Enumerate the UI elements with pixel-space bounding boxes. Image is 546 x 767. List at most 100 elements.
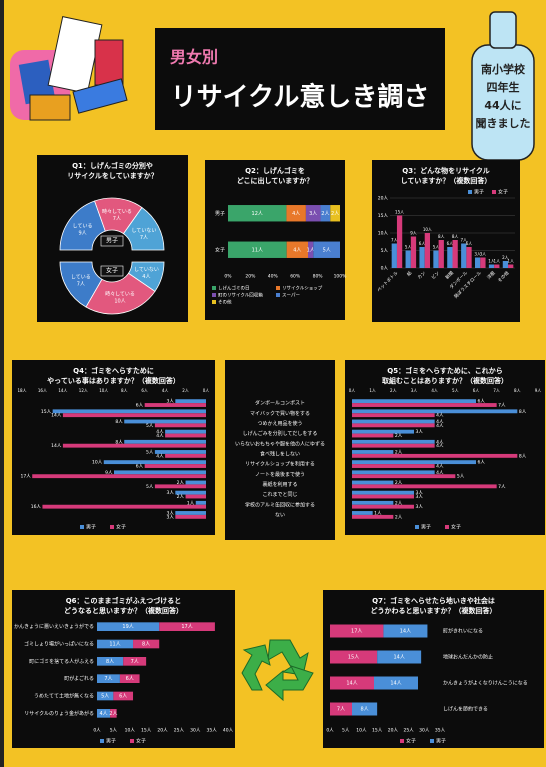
- bar-segment: [159, 622, 215, 631]
- category-label: かんきょうがよくなりけんこうになる: [443, 680, 528, 687]
- item-panel: [225, 360, 335, 540]
- value-label: 15人: [348, 655, 359, 661]
- x-tick-label: カン: [417, 270, 428, 281]
- legend-label: 町のリサイクル回収箱: [218, 292, 263, 299]
- bar-segment: [330, 676, 374, 690]
- value-label: 16人: [31, 504, 42, 510]
- value-label: 4人: [292, 211, 300, 217]
- value-label: 3人: [166, 490, 174, 496]
- bar-segment: [133, 639, 160, 649]
- legend-swatch: [100, 739, 104, 743]
- legend-swatch: [110, 525, 114, 529]
- x-tick-label: 10人: [125, 728, 136, 734]
- value-label: 8人: [438, 234, 445, 239]
- value-label: 7人: [460, 238, 467, 243]
- legend-swatch: [276, 293, 280, 297]
- x-tick-label: 4人: [162, 388, 169, 393]
- edge: [0, 0, 4, 767]
- x-tick-label: 100%: [334, 274, 348, 280]
- bar-segment: [352, 702, 378, 716]
- x-tick-label: 20%: [245, 274, 256, 280]
- value-label: 3人: [416, 504, 424, 510]
- y-tick-label: 0人: [381, 266, 389, 272]
- value-label: 17人: [181, 624, 192, 630]
- value-label: 15人: [395, 210, 404, 215]
- value-label: 7人: [113, 216, 121, 222]
- value-label: 5人: [146, 449, 154, 455]
- value-label: 10人: [92, 460, 103, 466]
- x-tick-label: 35人: [435, 728, 446, 734]
- x-tick-label: 9人: [535, 388, 542, 393]
- x-tick-label: 20人: [388, 728, 399, 734]
- legend-swatch: [430, 739, 434, 743]
- chart-title: Q3：どんな物をリサイクル: [402, 166, 489, 175]
- y-tick-label: 20人: [378, 196, 389, 202]
- x-tick-label: 60%: [290, 274, 301, 280]
- bar: [352, 419, 435, 424]
- bar-segment: [313, 241, 340, 258]
- item-label: 食べ残しをしない: [260, 450, 300, 457]
- note-line: 聞きました: [476, 117, 531, 130]
- value-label: 6人: [136, 464, 144, 470]
- segment-label: していない: [132, 227, 157, 234]
- x-tick-label: 20人: [157, 728, 168, 734]
- value-label: 5人: [101, 694, 109, 700]
- bar: [410, 236, 417, 268]
- chart-title: やっている事はありますか？（複数回答）: [47, 376, 180, 385]
- bar: [494, 264, 500, 268]
- bar: [508, 264, 514, 268]
- note-line: 四年生: [487, 80, 520, 94]
- bar-segment: [123, 657, 147, 666]
- value-label: 5人: [457, 474, 465, 480]
- x-tick-label: 2人: [182, 388, 189, 393]
- bar: [165, 453, 206, 458]
- value-label: 3人: [166, 514, 174, 520]
- value-label: 8人: [360, 707, 368, 713]
- bar: [352, 399, 476, 404]
- chart-title: Q5：ゴミをへらすために、これから: [387, 366, 502, 375]
- value-label: 7人: [77, 282, 85, 288]
- segment-label: している: [71, 275, 91, 281]
- bar: [103, 460, 206, 465]
- x-tick-label: 3人: [411, 388, 418, 393]
- y-tick-label: 5人: [381, 248, 389, 254]
- value-label: 2人: [395, 449, 403, 455]
- value-label: 8人: [142, 642, 150, 648]
- panel: [12, 590, 235, 748]
- bar-segment: [113, 691, 134, 701]
- legend-swatch: [130, 739, 134, 743]
- donut-segment: [127, 261, 165, 292]
- value-label: 4人: [436, 443, 444, 449]
- value-label: 7人: [104, 676, 112, 682]
- value-label: 8人: [452, 234, 459, 239]
- x-tick-label: 30人: [419, 728, 430, 734]
- value-label: 2人: [395, 480, 403, 486]
- value-label: 6人: [126, 676, 134, 682]
- value-label: 3人: [480, 252, 487, 257]
- bar-segment: [97, 691, 114, 701]
- value-label: 2人: [395, 514, 403, 520]
- item-label: マイバックで買い物をする: [250, 410, 310, 417]
- chart-title: どこに出していますか？: [237, 176, 314, 185]
- value-label: 2人: [395, 500, 403, 506]
- bar: [438, 240, 444, 268]
- x-tick-label: 35人: [207, 728, 218, 734]
- value-label: 2人: [395, 433, 403, 439]
- title-small: 男女別: [170, 48, 218, 67]
- chart-title: どうなると思いますか？（複数回答）: [64, 606, 183, 615]
- category-label: かんきょうに悪いえいきょうがでる: [14, 623, 94, 630]
- bar: [185, 494, 206, 499]
- x-tick-label: 40人: [223, 728, 234, 734]
- bar-segment: [305, 205, 321, 222]
- bar: [352, 494, 414, 499]
- bar: [352, 433, 394, 438]
- value-label: 4人: [436, 439, 444, 445]
- value-label: 5人: [433, 245, 440, 250]
- bottle: [471, 11, 535, 161]
- value-label: 14人: [51, 443, 62, 449]
- bar: [154, 423, 206, 428]
- value-label: 14人: [390, 681, 401, 687]
- value-label: 7人: [498, 484, 506, 490]
- value-label: 7人: [131, 659, 139, 665]
- panel: [372, 160, 520, 322]
